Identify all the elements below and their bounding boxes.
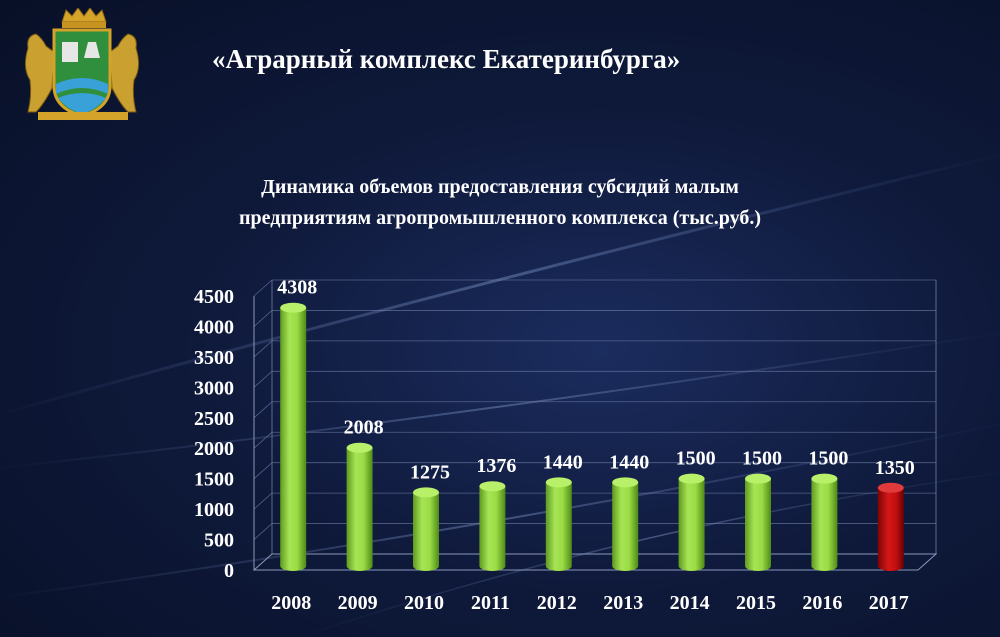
y-tick-label: 1500 <box>194 469 234 491</box>
bar-body <box>678 478 705 571</box>
bar-value-label: 1500 <box>808 448 848 470</box>
bar <box>811 473 838 571</box>
y-tick-label: 4500 <box>194 286 234 308</box>
bar-value-label: 4308 <box>277 277 317 299</box>
bar <box>479 481 506 571</box>
x-tick-label: 2008 <box>271 592 311 614</box>
bar <box>745 473 771 571</box>
bar-body <box>413 492 439 571</box>
bar-top <box>545 477 572 488</box>
x-tick-label: 2010 <box>404 592 444 614</box>
bar-value-label: 1440 <box>609 451 649 473</box>
bar-value-label: 1376 <box>476 455 516 477</box>
x-tick-label: 2012 <box>537 592 577 614</box>
bar-value-label: 1275 <box>410 461 450 483</box>
y-tick-label: 500 <box>204 530 234 552</box>
bar-body <box>612 482 639 571</box>
bar-top <box>413 487 439 498</box>
bar-top <box>612 477 639 488</box>
y-tick-label: 0 <box>224 560 234 582</box>
bar-value-label: 1350 <box>875 457 915 479</box>
chart-bars <box>280 302 904 571</box>
bar-body <box>479 486 506 571</box>
gridline-side <box>253 431 273 449</box>
bar-top <box>877 482 904 493</box>
bar-body <box>280 307 307 571</box>
y-tick-label: 4000 <box>194 316 234 338</box>
bar <box>346 442 373 571</box>
bar-top <box>745 473 771 484</box>
bar-top <box>346 442 373 453</box>
bar <box>877 482 904 571</box>
bar-top <box>811 473 838 484</box>
bar-top <box>280 302 307 313</box>
gridline-side <box>253 462 273 479</box>
page-title: «Аграрный комплекс Екатеринбурга» <box>212 44 681 74</box>
bar-body <box>346 447 373 571</box>
x-tick-label: 2013 <box>603 592 643 614</box>
bar <box>612 477 639 571</box>
x-tick-label: 2011 <box>471 592 510 614</box>
y-tick-label: 2000 <box>194 438 234 460</box>
x-tick-label: 2009 <box>338 592 378 614</box>
y-tick-label: 3000 <box>194 377 234 399</box>
bar-body <box>545 482 572 571</box>
bar-value-label: 1500 <box>742 448 782 470</box>
gridline-side <box>253 371 273 388</box>
bar <box>280 302 307 571</box>
bar <box>413 487 439 571</box>
y-tick-label: 3500 <box>194 347 234 369</box>
y-tick-label: 1000 <box>194 499 234 521</box>
gridline-side <box>253 310 273 327</box>
bar-value-label: 2008 <box>344 417 384 439</box>
bar <box>678 473 705 571</box>
chart-title: Динамика объемов предоставления субсидий… <box>239 176 761 229</box>
bar-top <box>479 481 506 492</box>
x-tick-label: 2014 <box>670 592 710 614</box>
gridline-side <box>253 492 273 510</box>
bar-value-label: 1440 <box>543 451 583 473</box>
gridline-side <box>253 401 273 419</box>
x-tick-label: 2017 <box>869 592 909 614</box>
bar-value-label: 1500 <box>676 448 716 470</box>
bar-body <box>745 478 771 571</box>
x-tick-label: 2015 <box>736 592 776 614</box>
bar <box>545 477 572 571</box>
x-tick-label: 2016 <box>802 592 842 614</box>
y-tick-label: 2500 <box>194 408 234 430</box>
gridline-side <box>253 523 273 540</box>
gridline-side <box>253 279 273 297</box>
gridline-side <box>253 340 273 358</box>
chart-labels: 0 500 1000 1500 2000 2500 3000 3500 4000 4500 4308… <box>194 277 915 614</box>
ekaterinburg-coat-of-arms-logo <box>24 8 140 120</box>
bar-body <box>811 478 838 571</box>
bar-body <box>877 487 904 571</box>
bar-top <box>678 473 705 484</box>
